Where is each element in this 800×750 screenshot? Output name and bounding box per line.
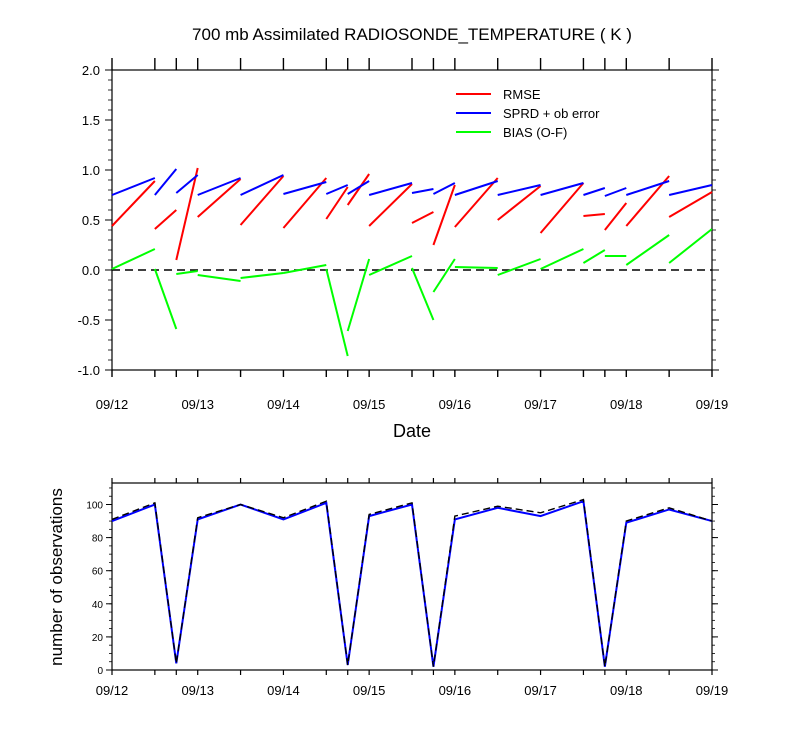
series-2-segment bbox=[111, 248, 156, 270]
series-0-segment bbox=[111, 180, 156, 227]
legend-label: RMSE bbox=[503, 87, 541, 102]
top-y-tick-label: 1.0 bbox=[82, 163, 100, 178]
series-1-segment bbox=[283, 181, 327, 195]
x-axis-label: Date bbox=[393, 421, 431, 441]
bottom-x-tick-label: 09/17 bbox=[524, 683, 557, 698]
obs-series-possible-line bbox=[111, 498, 713, 667]
series-1-segment bbox=[154, 168, 178, 196]
top-x-tick-label: 09/19 bbox=[696, 397, 729, 412]
y-axis-label: number of observations bbox=[47, 488, 66, 666]
series-1-segment bbox=[583, 187, 606, 196]
obs-series-assimilated-line bbox=[111, 499, 713, 667]
series-0-segment bbox=[411, 211, 434, 224]
series-2-segment bbox=[668, 228, 713, 264]
series-1-segment bbox=[497, 184, 541, 196]
top-x-tick-label: 09/14 bbox=[267, 397, 300, 412]
bottom-x-tick-label: 09/16 bbox=[439, 683, 472, 698]
bottom-y-tick-label: 20 bbox=[92, 633, 104, 644]
bottom-x-tick-label: 09/18 bbox=[610, 683, 643, 698]
series-2-segment bbox=[625, 234, 670, 266]
series-2-segment bbox=[153, 268, 178, 330]
series-2-segment bbox=[176, 270, 198, 275]
top-y-tick-label: -0.5 bbox=[78, 313, 100, 328]
series-0-segment bbox=[325, 186, 349, 220]
series-0-segment bbox=[282, 177, 328, 229]
bottom-y-tick-label: 100 bbox=[86, 501, 103, 512]
series-1-segment bbox=[432, 182, 456, 195]
top-y-tick-label: 2.0 bbox=[82, 63, 100, 78]
series-2-segment bbox=[368, 255, 413, 276]
series-2-segment bbox=[582, 249, 606, 264]
series-2-segment bbox=[325, 268, 349, 357]
bottom-x-tick-label: 09/14 bbox=[267, 683, 300, 698]
series-1-segment bbox=[540, 182, 584, 196]
series-0-segment bbox=[454, 177, 499, 228]
series-0-segment bbox=[154, 209, 177, 230]
series-0-segment bbox=[197, 178, 242, 218]
bottom-plot-marks bbox=[111, 498, 713, 667]
series-2-segment bbox=[540, 248, 584, 270]
top-x-tick-label: 09/13 bbox=[181, 397, 214, 412]
bottom-x-tick-label: 09/15 bbox=[353, 683, 386, 698]
series-1-segment bbox=[454, 180, 499, 196]
series-2-segment bbox=[283, 264, 327, 274]
bottom-y-tick-label: 40 bbox=[92, 600, 104, 611]
chart-title: 700 mb Assimilated RADIOSONDE_TEMPERATUR… bbox=[192, 25, 632, 44]
series-2-segment bbox=[411, 267, 435, 321]
series-0-segment bbox=[583, 213, 605, 217]
top-x-tick-label: 09/17 bbox=[524, 397, 557, 412]
bottom-x-tick-label: 09/12 bbox=[96, 683, 129, 698]
legend-label: SPRD + ob error bbox=[503, 106, 600, 121]
bottom-plot-area: 0 20 40 60 80 100 09/12 09/13 09/14 09/15 09/16 09/… bbox=[47, 478, 728, 698]
series-1-segment bbox=[347, 180, 370, 195]
series-2-segment bbox=[240, 272, 284, 279]
bottom-y-tick-label: 80 bbox=[92, 534, 104, 545]
bottom-x-tick-label: 09/13 bbox=[181, 683, 214, 698]
series-0-segment bbox=[497, 185, 542, 221]
top-y-tick-label: 0.5 bbox=[82, 213, 100, 228]
series-1-segment bbox=[411, 188, 434, 194]
series-0-segment bbox=[539, 182, 585, 234]
series-1-segment bbox=[604, 187, 627, 197]
bottom-y-tick-label: 60 bbox=[92, 567, 104, 578]
series-2-segment bbox=[197, 274, 241, 282]
top-y-tick-label: 0.0 bbox=[82, 263, 100, 278]
series-0-segment bbox=[368, 183, 413, 227]
series-2-segment bbox=[497, 258, 541, 276]
legend-label: BIAS (O-F) bbox=[503, 125, 567, 140]
top-x-tick-label: 09/12 bbox=[96, 397, 129, 412]
legend: RMSE SPRD + ob error BIAS (O-F) bbox=[456, 87, 600, 140]
series-0-segment bbox=[239, 175, 285, 226]
series-0-segment bbox=[346, 173, 370, 206]
series-0-segment bbox=[668, 191, 713, 218]
series-2-segment bbox=[454, 266, 498, 269]
series-1-segment bbox=[668, 184, 713, 196]
top-y-tick-label: -1.0 bbox=[78, 363, 100, 378]
series-0-segment bbox=[175, 167, 199, 261]
bottom-plot-axes: 0 20 40 60 80 100 09/12 09/13 09/14 09/15 09/16 09/… bbox=[86, 478, 728, 698]
bottom-x-tick-label: 09/19 bbox=[696, 683, 729, 698]
bottom-y-tick-label: 0 bbox=[97, 666, 103, 677]
series-1-segment bbox=[325, 184, 349, 195]
series-1-segment bbox=[197, 177, 241, 196]
series-1-segment bbox=[368, 182, 413, 196]
series-0-segment bbox=[604, 202, 628, 231]
series-2-segment bbox=[432, 258, 456, 293]
top-plot-area: -1.0 -0.5 0.0 0.5 1.0 1.5 2.0 09/12 09/13 09/14 09… bbox=[78, 58, 729, 441]
top-y-tick-label: 1.5 bbox=[82, 113, 100, 128]
series-1-segment bbox=[175, 174, 199, 194]
top-x-tick-label: 09/16 bbox=[439, 397, 472, 412]
top-x-tick-label: 09/18 bbox=[610, 397, 643, 412]
top-plot-axes: -1.0 -0.5 0.0 0.5 1.0 1.5 2.0 09/12 09/13 09/14 09… bbox=[78, 58, 729, 412]
series-2-segment bbox=[346, 258, 371, 332]
top-plot-frame bbox=[111, 69, 713, 371]
series-1-segment bbox=[625, 180, 670, 196]
series-1-segment bbox=[111, 177, 156, 196]
top-plot-marks bbox=[111, 167, 713, 357]
series-0-segment bbox=[432, 184, 456, 246]
top-x-tick-label: 09/15 bbox=[353, 397, 386, 412]
series-1-segment bbox=[240, 174, 284, 196]
